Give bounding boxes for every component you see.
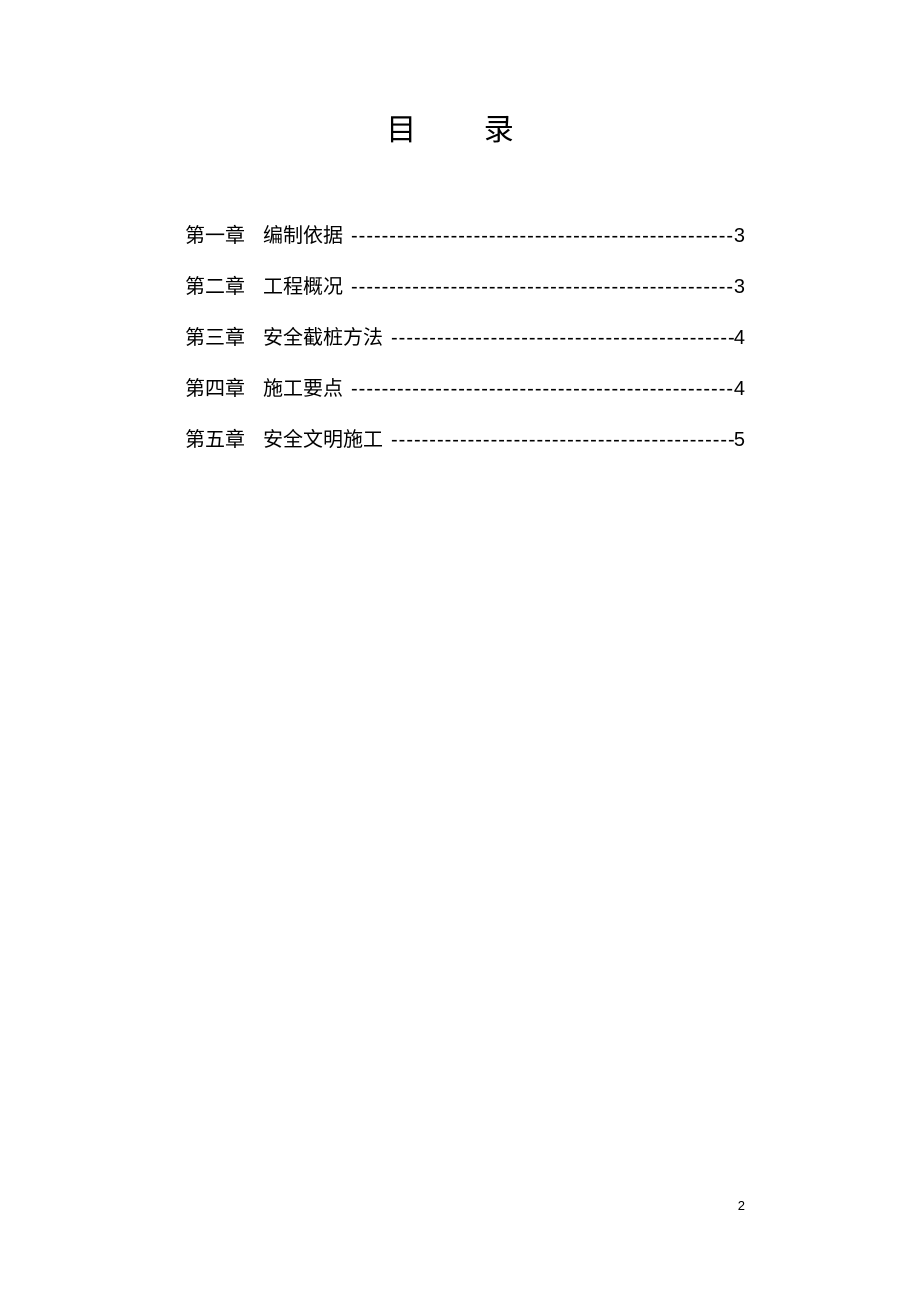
chapter-label: 第四章 (185, 372, 245, 401)
leader-dashes: ----------------------------------------… (351, 276, 734, 299)
chapter-title: 安全截桩方法 (263, 321, 383, 350)
page-number-ref: 4 (734, 327, 745, 350)
chapter-title: 施工要点 (263, 372, 343, 401)
toc-title: 目 录 (185, 105, 745, 149)
page-footer-number: 2 (738, 1198, 745, 1213)
chapter-title: 编制依据 (263, 219, 343, 248)
page-number-ref: 4 (734, 378, 745, 401)
toc-item: 第一章 编制依据 -------------------------------… (185, 219, 745, 248)
chapter-title: 工程概况 (263, 270, 343, 299)
toc-item: 第三章 安全截桩方法 -----------------------------… (185, 321, 745, 350)
chapter-label: 第一章 (185, 219, 245, 248)
toc-list: 第一章 编制依据 -------------------------------… (185, 219, 745, 452)
toc-item: 第五章 安全文明施工 -----------------------------… (185, 423, 745, 452)
toc-item: 第四章 施工要点 -------------------------------… (185, 372, 745, 401)
chapter-title: 安全文明施工 (263, 423, 383, 452)
leader-dashes: ----------------------------------------… (351, 378, 734, 401)
chapter-label: 第二章 (185, 270, 245, 299)
leader-dashes: ----------------------------------------… (351, 225, 734, 248)
chapter-label: 第三章 (185, 321, 245, 350)
page-content: 目 录 第一章 编制依据 ---------------------------… (0, 0, 920, 452)
page-number-ref: 5 (734, 429, 745, 452)
leader-dashes: ----------------------------------------… (391, 327, 734, 350)
toc-item: 第二章 工程概况 -------------------------------… (185, 270, 745, 299)
page-number-ref: 3 (734, 276, 745, 299)
chapter-label: 第五章 (185, 423, 245, 452)
page-number-ref: 3 (734, 225, 745, 248)
leader-dashes: ----------------------------------------… (391, 429, 734, 452)
